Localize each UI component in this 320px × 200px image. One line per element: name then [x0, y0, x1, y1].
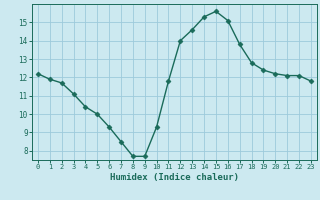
X-axis label: Humidex (Indice chaleur): Humidex (Indice chaleur): [110, 173, 239, 182]
